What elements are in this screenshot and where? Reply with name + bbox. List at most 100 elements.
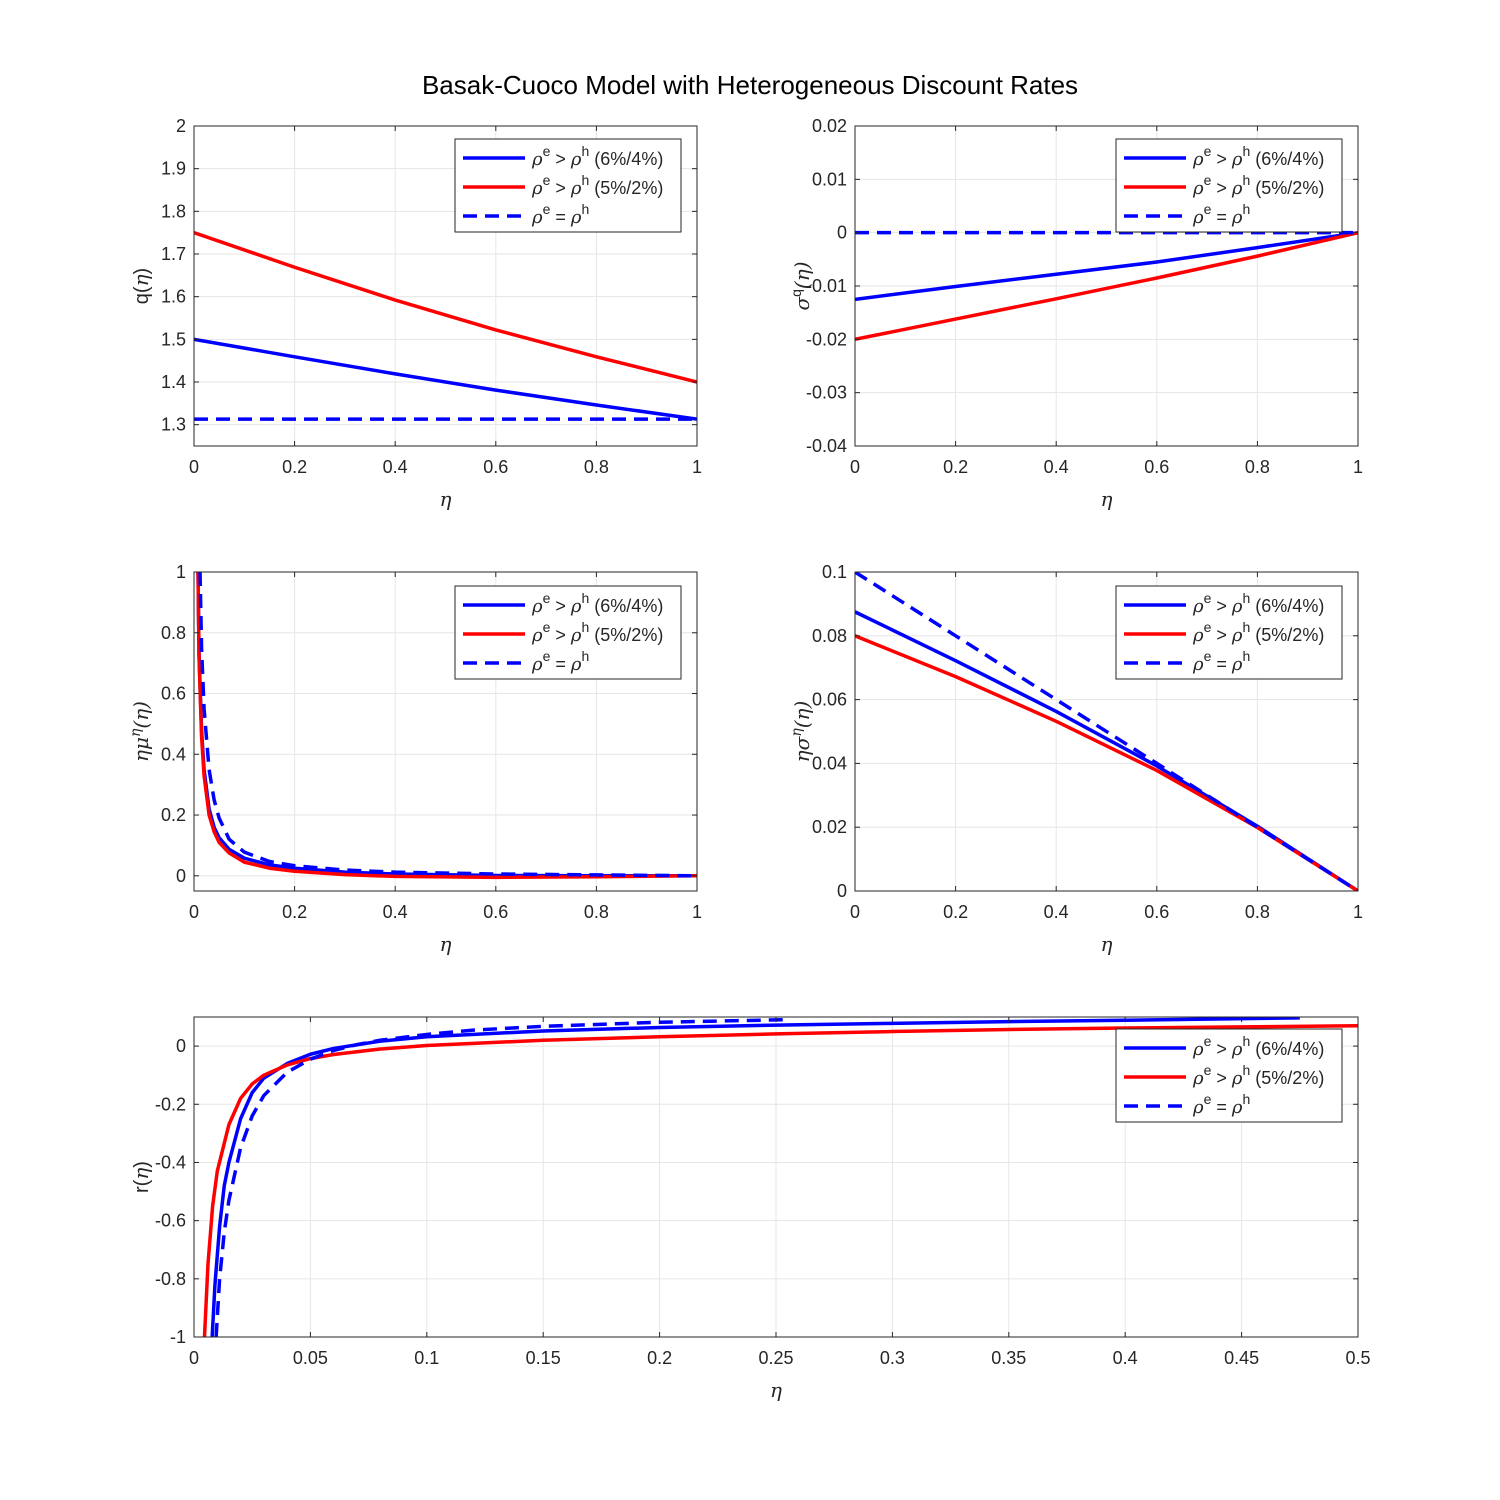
legend-text-part: h	[582, 143, 590, 159]
x-tick-label: 0	[850, 902, 860, 922]
y-tick-label: 0.4	[161, 744, 186, 764]
legend-text-part: ρ	[531, 207, 543, 228]
x-tick-label: 0	[189, 457, 199, 477]
y-axis-label-close: )	[131, 1161, 153, 1168]
series-group	[196, 572, 697, 880]
legend-text-part: ρ	[1231, 178, 1243, 199]
x-tick-label: 0.2	[282, 457, 307, 477]
legend: ρe > ρh (6%/4%)ρe > ρh (5%/2%)ρe = ρh	[1115, 585, 1343, 680]
legend-text-part: e	[543, 172, 551, 188]
legend-text-part: h	[1243, 1033, 1251, 1049]
legend-text-part: h	[582, 648, 590, 664]
legend-text-part: >	[550, 178, 571, 198]
y-axis-label-variable: η	[129, 1168, 153, 1180]
y-tick-label: 0.02	[812, 817, 847, 837]
x-tick-label: 0.4	[1113, 1348, 1138, 1368]
y-tick-label: 0.02	[812, 116, 847, 136]
y-tick-label: 0.04	[812, 753, 847, 773]
legend-label-3: ρe = ρh	[531, 201, 589, 228]
legend-label-2: ρe > ρh (5%/2%)	[531, 619, 663, 646]
x-tick-label: 0.15	[526, 1348, 561, 1368]
series-group	[194, 231, 697, 421]
axes-frame	[193, 125, 698, 447]
y-tick-label: 0.06	[812, 690, 847, 710]
x-tick-label: 0.8	[1245, 902, 1270, 922]
y-tick-label: 1.3	[161, 415, 186, 435]
legend-text-part: =	[550, 654, 571, 674]
y-tick-label: -0.03	[806, 383, 847, 403]
series-line-3	[214, 1017, 788, 1337]
y-tick-label: 0	[176, 1036, 186, 1056]
y-tick-label: 1	[176, 562, 186, 582]
legend-text-part: ρ	[1231, 1097, 1243, 1118]
legend-text-part: h	[1243, 201, 1251, 217]
subplot-sigma_q: 0 0.2 0.4 0.6 0.8 1 -0.04 -0.03 -0.02 -0.01 0 0.01 0…	[788, 116, 1363, 511]
x-tick-label: 0.4	[383, 902, 408, 922]
series-line-2	[196, 572, 697, 880]
legend-text-part: ρ	[570, 596, 582, 617]
legend-text-part: >	[1211, 178, 1232, 198]
legend-text-part: h	[1243, 143, 1251, 159]
legend-label-2: ρe > ρh (5%/2%)	[531, 172, 663, 199]
legend-text-part: ρ	[1192, 1039, 1204, 1060]
x-tick-label: 0.6	[1144, 902, 1169, 922]
legend-text-part: (5%/2%)	[1250, 178, 1324, 198]
legend-text-part: ρ	[1231, 1039, 1243, 1060]
legend-text-part: ρ	[1231, 625, 1243, 646]
x-tick-label: 0.4	[1044, 902, 1069, 922]
legend-text-part: e	[1204, 1091, 1212, 1107]
legend-text-part: h	[582, 619, 590, 635]
y-axis-label-main: r(	[131, 1179, 153, 1193]
legend-label-3: ρe = ρh	[1192, 201, 1250, 228]
y-tick-label: 0.8	[161, 623, 186, 643]
legend-text-part: >	[550, 625, 571, 645]
y-tick-label: -0.02	[806, 329, 847, 349]
legend-text-part: (6%/4%)	[1250, 1039, 1324, 1059]
axes-frame	[854, 571, 1359, 892]
x-tick-label: 0.45	[1224, 1348, 1259, 1368]
y-tick-label: -0.6	[155, 1211, 186, 1231]
x-tick-label: 0.6	[1144, 457, 1169, 477]
legend-text-part: e	[1204, 201, 1212, 217]
x-tick-label: 0.8	[584, 902, 609, 922]
legend-text-part: ρ	[531, 178, 543, 199]
series-line-1	[855, 230, 1358, 302]
y-axis-label-main: ημ	[129, 737, 153, 762]
legend-text-part: ρ	[1192, 149, 1204, 170]
x-tick-label: 0.1	[414, 1348, 439, 1368]
x-tick-label: 0.35	[991, 1348, 1026, 1368]
legend-text-part: ρ	[531, 596, 543, 617]
legend-text-part: (5%/2%)	[1250, 625, 1324, 645]
legend-text-part: ρ	[1192, 1068, 1204, 1089]
y-tick-label: 1.7	[161, 244, 186, 264]
x-tick-label: 0	[850, 457, 860, 477]
legend-text-part: h	[1243, 619, 1251, 635]
legend-text-part: e	[1204, 619, 1212, 635]
legend: ρe > ρh (6%/4%)ρe > ρh (5%/2%)ρe = ρh	[1115, 1028, 1343, 1123]
x-tick-label: 0.4	[1044, 457, 1069, 477]
x-axis-label: η	[440, 487, 452, 511]
legend-text-part: ρ	[1192, 654, 1204, 675]
x-tick-label: 0.5	[1345, 1348, 1370, 1368]
legend-text-part: ρ	[1231, 596, 1243, 617]
x-tick-label: 0.2	[943, 457, 968, 477]
legend: ρe > ρh (6%/4%)ρe > ρh (5%/2%)ρe = ρh	[1115, 138, 1343, 233]
y-axis-label-superscript: η	[128, 728, 144, 737]
legend-text-part: ρ	[531, 654, 543, 675]
axes-frame	[193, 571, 698, 892]
y-tick-label: 0.1	[822, 562, 847, 582]
legend-text-part: ρ	[1192, 625, 1204, 646]
x-tick-label: 0.25	[758, 1348, 793, 1368]
y-axis-label-main: σ	[790, 296, 814, 311]
legend-label-2: ρe > ρh (5%/2%)	[1192, 172, 1324, 199]
y-tick-label: 1.9	[161, 159, 186, 179]
legend-text-part: ρ	[1231, 149, 1243, 170]
y-axis-label: q(η)	[129, 268, 153, 304]
x-tick-label: 0.2	[943, 902, 968, 922]
legend-label-1: ρe > ρh (6%/4%)	[1192, 143, 1324, 170]
x-tick-label: 1	[692, 457, 702, 477]
y-axis-label-main: q(	[131, 286, 153, 304]
legend-text-part: ρ	[570, 178, 582, 199]
legend-label-1: ρe > ρh (6%/4%)	[1192, 590, 1324, 617]
